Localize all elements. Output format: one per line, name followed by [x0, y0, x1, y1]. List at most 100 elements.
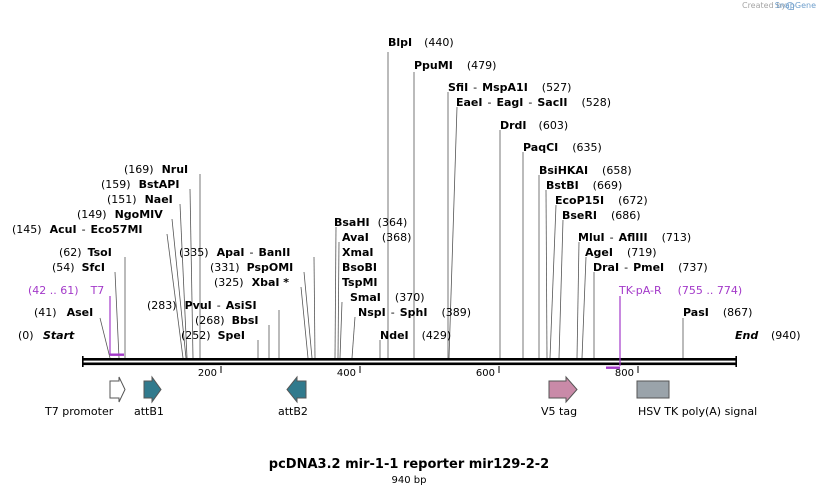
- enzyme-pos-acui: (145): [12, 223, 42, 236]
- enzyme-label-asei: (41) AseI: [34, 306, 93, 319]
- enzyme-name-sfci: SfcI: [82, 261, 105, 274]
- enzyme-pos-sfii: (527): [542, 81, 572, 94]
- enzyme-label-bstbi: BstBI (669): [546, 179, 622, 192]
- enzyme-name-blpi: BlpI: [388, 36, 412, 49]
- enzyme-name-sfii: SfiI: [448, 81, 468, 94]
- enzyme-pos-spei: (252): [181, 329, 211, 342]
- enzyme-name-xbai: XbaI *: [252, 276, 290, 289]
- enzyme-name-eaei: EaeI: [456, 96, 483, 109]
- enzyme-label-ndei: NdeI (429): [380, 329, 451, 342]
- enzyme-name-tspmi: TspMI: [342, 276, 378, 289]
- enzyme-name-ecop15i: EcoP15I: [555, 194, 604, 207]
- enzyme-pos-blpi: (440): [424, 36, 454, 49]
- enzyme-pos-apai: (335): [179, 246, 209, 259]
- site-line-mlui: [576, 241, 580, 359]
- enzyme-label-blpi: BlpI (440): [388, 36, 454, 49]
- enzyme-name-bsahi: BsaHI: [334, 216, 370, 229]
- tick-label-800: 800: [615, 368, 634, 379]
- primer-range-tkpar: (755 .. 774): [678, 284, 743, 297]
- enzyme-label-bseri: BseRI (686): [562, 209, 641, 222]
- enzyme-name-bbsi: BbsI: [232, 314, 259, 327]
- enzyme-name-tsoi: TsoI: [88, 246, 112, 259]
- primer-tkpar-bar: [606, 366, 620, 369]
- enzyme-name-asisi: AsiSI: [226, 299, 257, 312]
- enzyme-label-spei: (252) SpeI: [181, 329, 245, 342]
- enzyme-pos-naei: (151): [107, 193, 137, 206]
- backbone-end-cap: [735, 356, 737, 367]
- site-line-sfci: [114, 271, 120, 359]
- enzyme-name-nrui: NruI: [162, 163, 189, 176]
- site-line-bstbi: [545, 189, 548, 359]
- enzyme-name-mspa1i: MspA1I: [482, 81, 528, 94]
- enzyme-name-bstapi: BstAPI: [139, 178, 180, 191]
- enzyme-label-sfii: SfiI - MspA1I (527): [448, 81, 571, 94]
- enzyme-label-drdi: DrdI (603): [500, 119, 568, 132]
- feature-arrows: [109, 375, 670, 404]
- enzyme-pos-bseri: (686): [611, 209, 641, 222]
- enzyme-pos-pasi: (867): [723, 306, 753, 319]
- tick-label-200: 200: [198, 368, 217, 379]
- enzyme-pos-drdi: (603): [539, 119, 569, 132]
- site-line-ngomiv: [171, 218, 187, 359]
- end-position: (940): [771, 329, 801, 342]
- enzyme-name-drdi: DrdI: [500, 119, 527, 132]
- enzyme-label-acui: (145) AcuI - Eco57MI: [12, 223, 143, 236]
- enzyme-label-apai: (335) ApaI - BanII: [179, 246, 290, 259]
- enzyme-label-bsihkai: BsiHKAI (658): [539, 164, 632, 177]
- enzyme-pos-bbsi: (268): [195, 314, 225, 327]
- enzyme-name-bstbi: BstBI: [546, 179, 579, 192]
- feature-label-attb1: attB1: [134, 405, 164, 418]
- enzyme-pos-xbai: (325): [214, 276, 244, 289]
- primer-name-tkpar: TK-pA-R: [618, 284, 662, 297]
- enzyme-pos-mlui: (713): [662, 231, 692, 244]
- site-line-bstapi: [189, 188, 194, 359]
- enzyme-label-nspi: NspI - SphI (389): [358, 306, 471, 319]
- enzyme-label-paqci: PaqCI (635): [523, 141, 602, 154]
- enzyme-name-pvui: PvuI: [185, 299, 212, 312]
- enzyme-name-nspi: NspI: [358, 306, 386, 319]
- primer-label-t7: (42 .. 61) T7: [28, 284, 104, 297]
- enzyme-name-acui: AcuI: [50, 223, 77, 236]
- enzyme-name-apai: ApaI: [217, 246, 245, 259]
- site-line-smai: [339, 301, 343, 359]
- enzyme-pos-agei: (719): [627, 246, 657, 259]
- primer-name-t7: T7: [90, 284, 105, 297]
- start-position: (0): [18, 329, 34, 342]
- primer-markers: [109, 296, 621, 366]
- enzyme-label-avai: AvaI (368): [342, 231, 411, 244]
- enzyme-name-pasi: PasI: [683, 306, 709, 319]
- scale-ticks: [220, 366, 639, 373]
- site-line-eaei: [448, 106, 458, 359]
- enzyme-pos-paqci: (635): [572, 141, 602, 154]
- enzyme-name-mlui: MluI: [578, 231, 605, 244]
- tick-label-400: 400: [337, 368, 356, 379]
- enzyme-name-bsihkai: BsiHKAI: [539, 164, 588, 177]
- enzyme-label-tsoi: (62) TsoI: [59, 246, 112, 259]
- enzyme-pos-drai: (737): [678, 261, 708, 274]
- snapgene-brand: SnapGene: [774, 1, 816, 10]
- enzyme-label-bbsi: (268) BbsI: [195, 314, 259, 327]
- map-title: pcDNA3.2 mir-1-1 reporter mir129-2-2: [268, 457, 550, 472]
- enzyme-name-ngomiv: NgoMIV: [115, 208, 164, 221]
- enzyme-name-ppumi: PpuMI: [414, 59, 453, 72]
- feature-label-hsv-tk-polya: HSV TK poly(A) signal: [638, 405, 757, 418]
- enzyme-name-bseri: BseRI: [562, 209, 597, 222]
- enzyme-name-afliii: AflIII: [619, 231, 648, 244]
- site-line-apai: [313, 256, 316, 359]
- feature-label-t7-promoter: T7 promoter: [44, 405, 114, 418]
- enzyme-name-pspomi: PspOMI: [247, 261, 294, 274]
- enzyme-pos-bstbi: (669): [593, 179, 623, 192]
- backbone-start-cap: [82, 356, 84, 367]
- enzyme-pos-pspomi: (331): [210, 261, 240, 274]
- enzyme-pos-pvui: (283): [147, 299, 177, 312]
- enzyme-label-mlui: MluI - AflIII (713): [578, 231, 691, 244]
- enzyme-name-agei: AgeI: [585, 246, 613, 259]
- snapgene-logo-icon: [786, 2, 794, 10]
- tick-label-600: 600: [476, 368, 495, 379]
- enzyme-label-pasi: PasI (867): [683, 306, 752, 319]
- enzyme-name-naei: NaeI: [145, 193, 173, 206]
- site-line-ecop15i: [549, 204, 557, 359]
- enzyme-name-sacii: SacII: [537, 96, 567, 109]
- enzyme-name-paqci: PaqCI: [523, 141, 558, 154]
- feature-attb1-arrow: [143, 375, 162, 404]
